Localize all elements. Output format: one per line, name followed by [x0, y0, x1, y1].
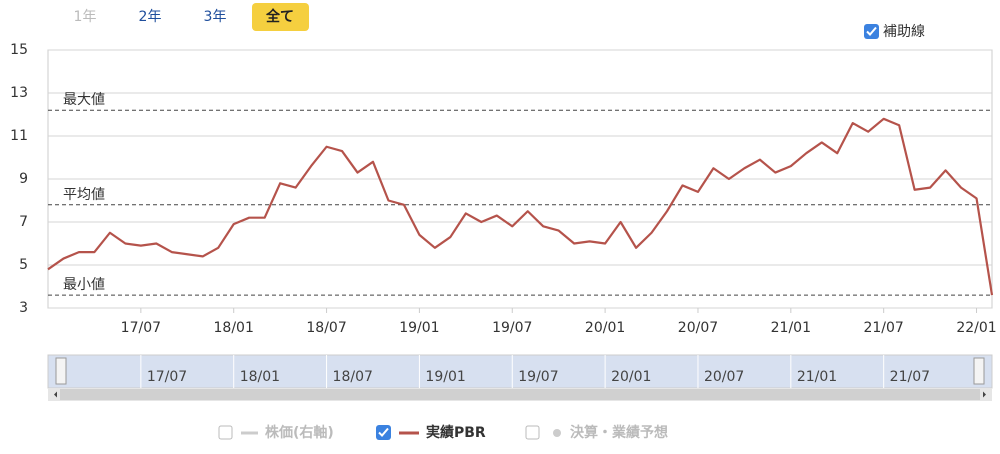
legend: 株価(右軸) 実績PBR 決算・業績予想 — [218, 424, 668, 441]
legend-entry[interactable]: 株価(右軸) — [265, 424, 334, 441]
scrollbar-thumb[interactable] — [60, 389, 980, 400]
x-tick-label: 20/07 — [678, 320, 718, 336]
checkbox[interactable] — [525, 425, 540, 440]
navigator-label: 20/07 — [704, 369, 744, 385]
pbr-line — [47, 117, 994, 296]
y-tick-label: 11 — [10, 128, 28, 144]
reference-toggle[interactable]: 補助線 — [883, 24, 925, 40]
range-button[interactable]: 全て — [265, 8, 294, 25]
check-icon — [866, 26, 877, 36]
x-tick-label: 21/07 — [863, 320, 903, 336]
check-icon — [378, 427, 389, 437]
y-tick-label: 15 — [10, 42, 28, 58]
navigator-label: 21/07 — [890, 369, 930, 385]
active-range-bg — [252, 3, 309, 31]
navigator-range — [47, 354, 993, 389]
x-tick-label: 20/01 — [585, 320, 625, 336]
range-button[interactable]: 1年 — [74, 9, 97, 25]
navigator-label: 18/07 — [333, 369, 373, 385]
y-tick-label: 9 — [19, 171, 28, 187]
range-button[interactable]: 2年 — [139, 9, 162, 25]
navigator-ticks: 17/07 18/01 18/07 19/01 19/07 20/01 20/07 21/01… — [140, 355, 930, 388]
reference-label: 最大値 — [63, 92, 105, 108]
navigator-handle[interactable] — [973, 357, 985, 385]
legend-entry[interactable]: 実績PBR — [426, 424, 486, 441]
navigator-label: 20/01 — [611, 369, 651, 385]
y-tick-label: 3 — [19, 300, 28, 316]
range-buttons: 1年 2年 3年 全て — [74, 3, 309, 31]
x-tick-label: 22/01 — [956, 320, 996, 336]
x-tick-label: 18/07 — [306, 320, 346, 336]
navigator-label: 18/01 — [240, 369, 280, 385]
x-tick-label: 19/01 — [399, 320, 439, 336]
navigator-handle[interactable] — [55, 357, 67, 385]
reference-label: 平均値 — [63, 187, 105, 203]
plot: 3 5 7 9 11 13 15 17/07 18/01 18/07 19/01 19/07 20/01… — [10, 42, 997, 336]
navigator-label: 19/07 — [518, 369, 558, 385]
navigator-label: 21/01 — [797, 369, 837, 385]
y-tick-label: 13 — [10, 85, 28, 101]
reference-label: 最小値 — [63, 277, 105, 293]
x-tick-label: 19/07 — [492, 320, 532, 336]
navigator-label: 17/07 — [147, 369, 187, 385]
y-tick-label: 5 — [19, 257, 28, 273]
legend-entry[interactable]: 決算・業績予想 — [570, 424, 668, 441]
checkbox[interactable] — [218, 425, 233, 440]
x-tick-label: 21/01 — [771, 320, 811, 336]
legend-dot — [553, 429, 561, 437]
y-tick-label: 7 — [19, 214, 28, 230]
x-tick-label: 17/07 — [121, 320, 161, 336]
range-button[interactable]: 3年 — [204, 9, 227, 25]
x-tick-label: 18/01 — [214, 320, 254, 336]
navigator-label: 19/01 — [425, 369, 465, 385]
navigator: 17/07 18/01 18/07 19/01 19/07 20/01 20/07 21/01… — [47, 354, 993, 401]
